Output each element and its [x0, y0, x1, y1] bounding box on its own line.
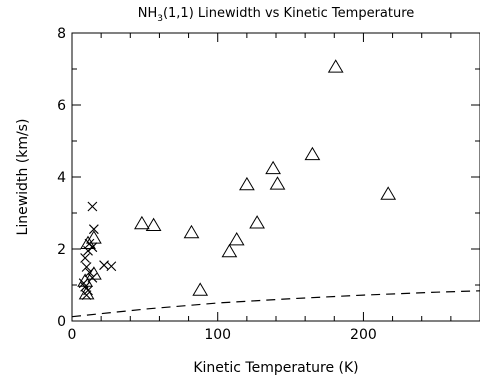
y-tick-label: 8: [57, 26, 66, 42]
chart-title-subscript: 3: [157, 14, 163, 24]
cross-point: [80, 253, 91, 263]
dashed-curve: [71, 290, 480, 318]
plot-area: 0 100 200 0 2 4 6 8: [57, 26, 480, 343]
triangle-point: [86, 230, 102, 244]
triangle-point: [192, 282, 209, 296]
triangle-point: [183, 224, 200, 239]
x-tick-label: 200: [350, 327, 377, 343]
triangle-point: [380, 186, 397, 200]
plot-frame: [71, 32, 480, 322]
cross-point: [88, 224, 99, 235]
y-tick-label: 0: [57, 314, 66, 330]
cross-point: [106, 261, 117, 272]
triangle-point: [239, 176, 255, 191]
cross-point: [84, 267, 95, 278]
triangle-point: [221, 243, 238, 258]
y-axis-label: Linewidth (km/s): [15, 119, 31, 236]
triangle-point: [249, 215, 265, 229]
triangle-point: [327, 59, 344, 73]
chart-title-prefix: NH: [138, 6, 158, 21]
y-tick-label: 6: [57, 98, 66, 114]
triangle-point: [304, 146, 321, 161]
triangle-point: [265, 160, 281, 175]
x-tick-label: 0: [68, 327, 77, 343]
triangle-point: [228, 232, 245, 246]
triangle-point: [145, 217, 162, 231]
cross-point: [81, 290, 92, 300]
y-tick-label: 2: [57, 242, 66, 258]
x-axis-label: Kinetic Temperature (K): [193, 360, 358, 376]
cross-point: [87, 272, 98, 283]
cross-point: [78, 278, 89, 289]
x-tick-label: 100: [204, 327, 231, 343]
cross-point: [83, 245, 93, 256]
triangle-point: [80, 235, 96, 249]
cross-point: [81, 262, 92, 272]
chart-title: NH3(1,1) Linewidth vs Kinetic Temperatur…: [138, 6, 415, 24]
triangle-point: [269, 176, 286, 190]
y-tick-label: 4: [57, 170, 66, 186]
chart-title-suffix: (1,1) Linewidth vs Kinetic Temperature: [163, 6, 414, 21]
triangle-point: [134, 215, 150, 230]
cross-point: [87, 201, 98, 212]
